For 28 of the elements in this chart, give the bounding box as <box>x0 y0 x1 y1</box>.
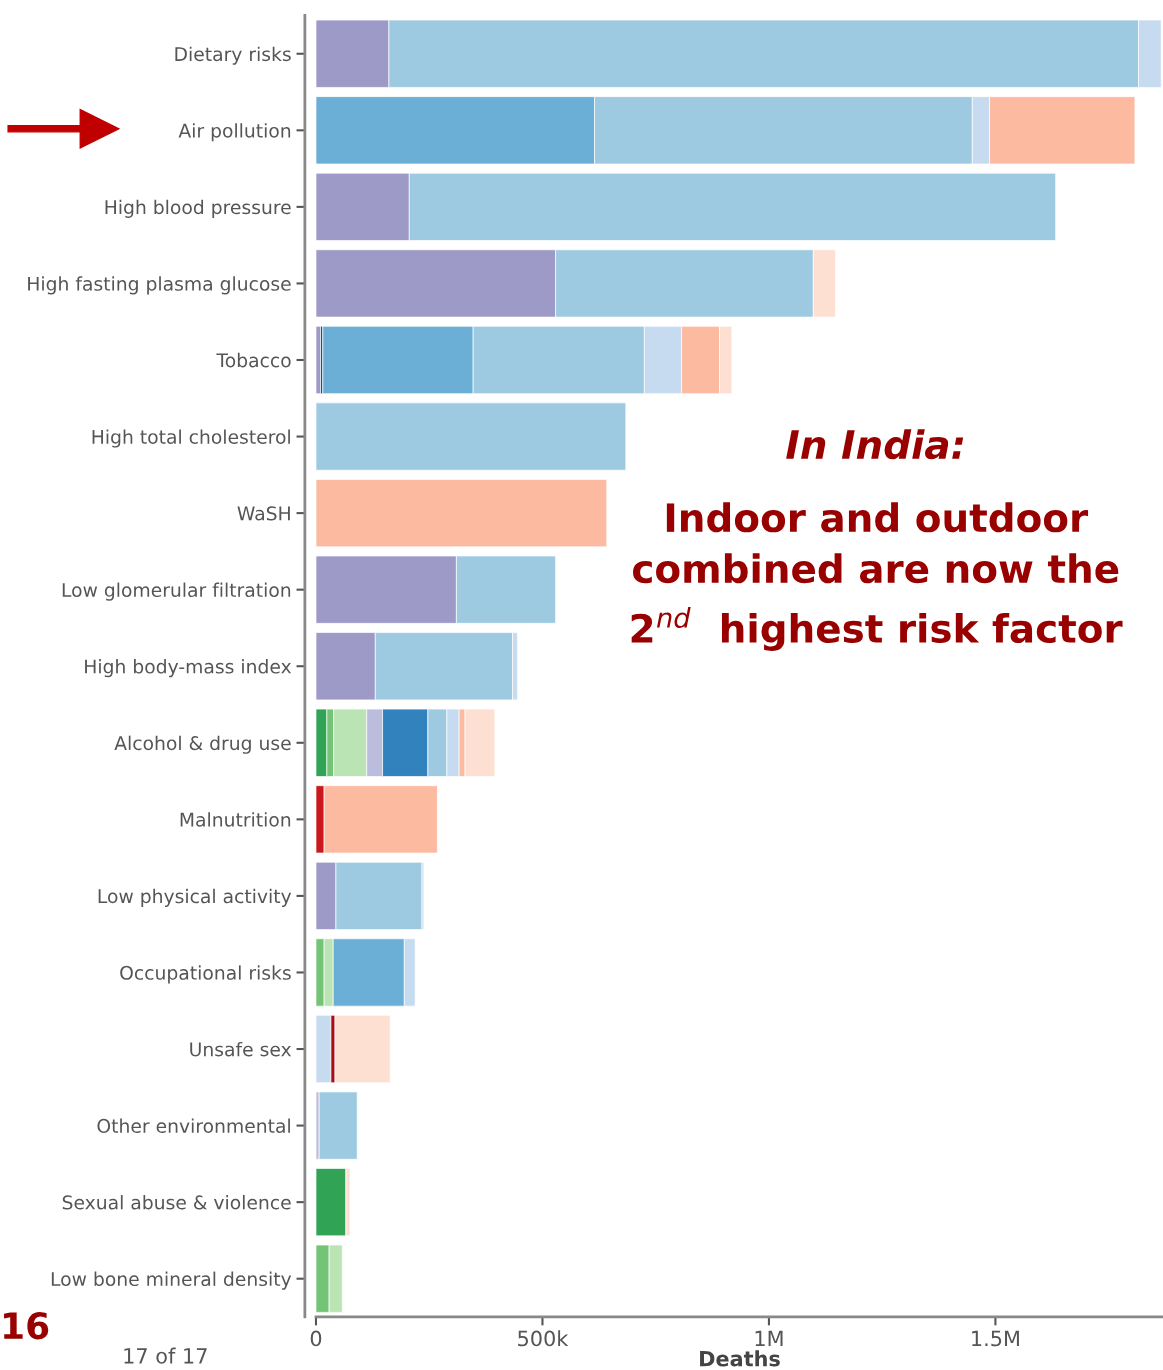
y-tick-label: Low bone mineral density <box>51 1271 292 1290</box>
y-tick-label: Alcohol & drug use <box>114 735 291 754</box>
annotation: Indoor and outdoor combined are now the 2$^{nd}$ highest risk factor <box>631 502 1123 651</box>
bar <box>315 1168 347 1237</box>
y-tick-label: High total cholesterol <box>92 429 290 448</box>
y-tick-label: Dietary risks <box>175 46 291 65</box>
y-tick-label: Sexual abuse & violence <box>62 1195 291 1210</box>
y-tick-label: Other environmental <box>97 1118 290 1133</box>
y-tick-label: Low glomerular filtration <box>62 582 291 601</box>
bar <box>318 1091 358 1160</box>
x-axis-title: Deaths <box>700 1350 780 1367</box>
y-tick-label: High blood pressure <box>105 199 291 218</box>
y-tick-label: Occupational risks <box>120 965 291 984</box>
y-tick-label: High fasting plasma glucose <box>28 276 291 295</box>
x-tick-label: 1.5M <box>972 1330 1019 1347</box>
annotation: In India: <box>786 429 964 460</box>
text: 17 of 17 <box>124 1347 207 1364</box>
x-tick-label: 1M <box>755 1330 783 1347</box>
y-tick-label: Malnutrition <box>180 812 291 827</box>
y-tick-label: Unsafe sex <box>190 1041 292 1057</box>
y-tick-label: Air pollution <box>178 123 291 142</box>
x-tick-label: 0 <box>310 1330 322 1347</box>
y-tick-label: Tobacco <box>216 352 291 368</box>
y-tick-label: High body-mass index <box>85 659 292 678</box>
text: 16 <box>4 1312 49 1340</box>
y-tick-label: Low physical activity <box>98 888 292 907</box>
y-tick-label: WaSH <box>237 506 290 521</box>
x-tick-label: 500k <box>518 1330 569 1347</box>
